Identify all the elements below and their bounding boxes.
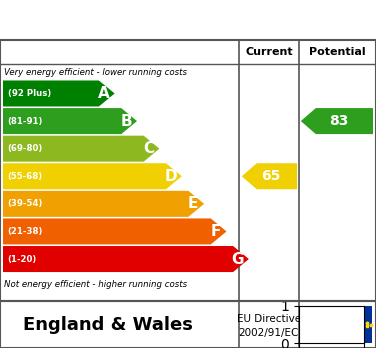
Text: Not energy efficient - higher running costs: Not energy efficient - higher running co… [4, 280, 187, 289]
Text: (69-80): (69-80) [8, 144, 43, 153]
Text: Energy Efficiency Rating: Energy Efficiency Rating [44, 10, 332, 30]
Polygon shape [3, 246, 249, 272]
Text: Current: Current [245, 47, 293, 57]
Text: D: D [164, 169, 177, 184]
Text: 2002/91/EC: 2002/91/EC [239, 328, 299, 338]
Polygon shape [3, 136, 159, 162]
Polygon shape [3, 80, 115, 106]
FancyBboxPatch shape [303, 306, 372, 343]
Text: Potential: Potential [309, 47, 366, 57]
Text: (21-38): (21-38) [8, 227, 43, 236]
Polygon shape [3, 163, 182, 189]
Polygon shape [3, 191, 204, 217]
Text: E: E [188, 196, 198, 211]
Polygon shape [3, 219, 226, 244]
Text: 65: 65 [261, 169, 280, 183]
Polygon shape [301, 108, 373, 134]
Polygon shape [3, 108, 137, 134]
Text: C: C [143, 141, 154, 156]
Text: Very energy efficient - lower running costs: Very energy efficient - lower running co… [4, 68, 187, 77]
Text: F: F [210, 224, 221, 239]
Text: B: B [120, 113, 132, 128]
Text: (92 Plus): (92 Plus) [8, 89, 51, 98]
Polygon shape [242, 163, 297, 189]
Text: (1-20): (1-20) [8, 254, 37, 263]
Text: (81-91): (81-91) [8, 117, 43, 126]
Text: EU Directive: EU Directive [237, 314, 301, 324]
Text: (55-68): (55-68) [8, 172, 42, 181]
Text: A: A [98, 86, 109, 101]
Text: G: G [232, 252, 244, 267]
Text: (39-54): (39-54) [8, 199, 43, 208]
Text: 83: 83 [329, 114, 348, 128]
Text: England & Wales: England & Wales [23, 316, 193, 333]
